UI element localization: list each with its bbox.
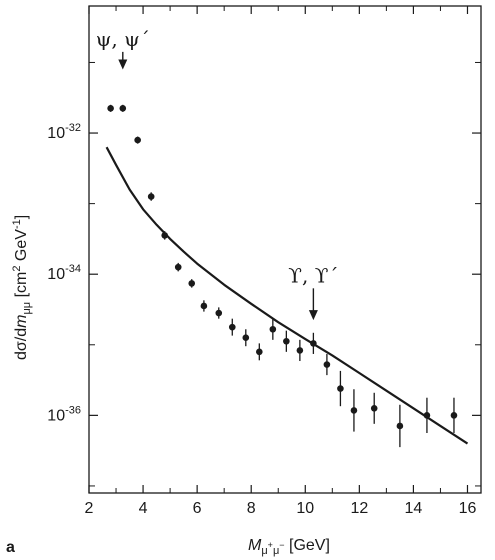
y-tick-label: 10-34 <box>47 263 81 283</box>
resonance-label: ψ, ψ´ <box>96 27 150 51</box>
plot-frame <box>88 5 482 494</box>
theory-curve <box>105 146 469 445</box>
data-point <box>174 263 182 271</box>
x-tick-label: 2 <box>85 500 94 517</box>
data-point <box>310 340 317 347</box>
data-point <box>269 325 277 333</box>
x-tick-label: 4 <box>139 500 148 517</box>
data-point <box>107 105 114 112</box>
data-point <box>350 407 358 414</box>
y-axis-label: dσ/dmμμ [cm2 GeV-1] <box>11 215 33 360</box>
data-point <box>228 323 236 331</box>
curve-line <box>105 146 469 445</box>
y-tick-label: 10-36 <box>47 404 81 424</box>
data-point <box>119 105 127 112</box>
data-point <box>215 309 223 317</box>
x-tick-label: 6 <box>193 500 202 517</box>
plot-axes <box>88 5 482 494</box>
annotation-arrow-head <box>118 59 128 70</box>
x-tick-label: 10 <box>296 500 314 517</box>
data-point <box>283 337 290 345</box>
data-point <box>188 280 196 287</box>
x-axis-label: Mμ+μ− [GeV] <box>248 537 330 557</box>
x-tick-label: 14 <box>405 500 423 517</box>
data-point <box>147 193 155 200</box>
data-point <box>134 136 141 144</box>
data-point <box>323 361 331 368</box>
data-point <box>370 405 378 412</box>
data-point <box>423 412 431 419</box>
resonance-annotations: ψ, ψ´ ϒ, ϒ´ <box>96 27 338 321</box>
data-point <box>161 232 168 239</box>
data-point <box>296 347 304 354</box>
resonance-label: ϒ, ϒ´ <box>288 263 338 287</box>
data-points <box>107 104 458 448</box>
data-point <box>256 348 263 356</box>
x-tick-label: 8 <box>247 500 256 517</box>
data-point <box>337 385 344 392</box>
x-tick-label: 16 <box>459 500 477 517</box>
panel-label: a <box>6 539 15 556</box>
data-point <box>396 422 404 430</box>
data-point <box>450 412 458 419</box>
x-tick-label: 12 <box>350 500 368 517</box>
data-point <box>200 302 208 310</box>
data-point <box>242 334 250 342</box>
y-tick-label: 10-32 <box>47 122 81 142</box>
axis-ticks: 2 4 6 8 10 12 14 16 10-32 10-34 10-36 <box>47 6 481 517</box>
annotation-arrow-head <box>308 310 318 321</box>
